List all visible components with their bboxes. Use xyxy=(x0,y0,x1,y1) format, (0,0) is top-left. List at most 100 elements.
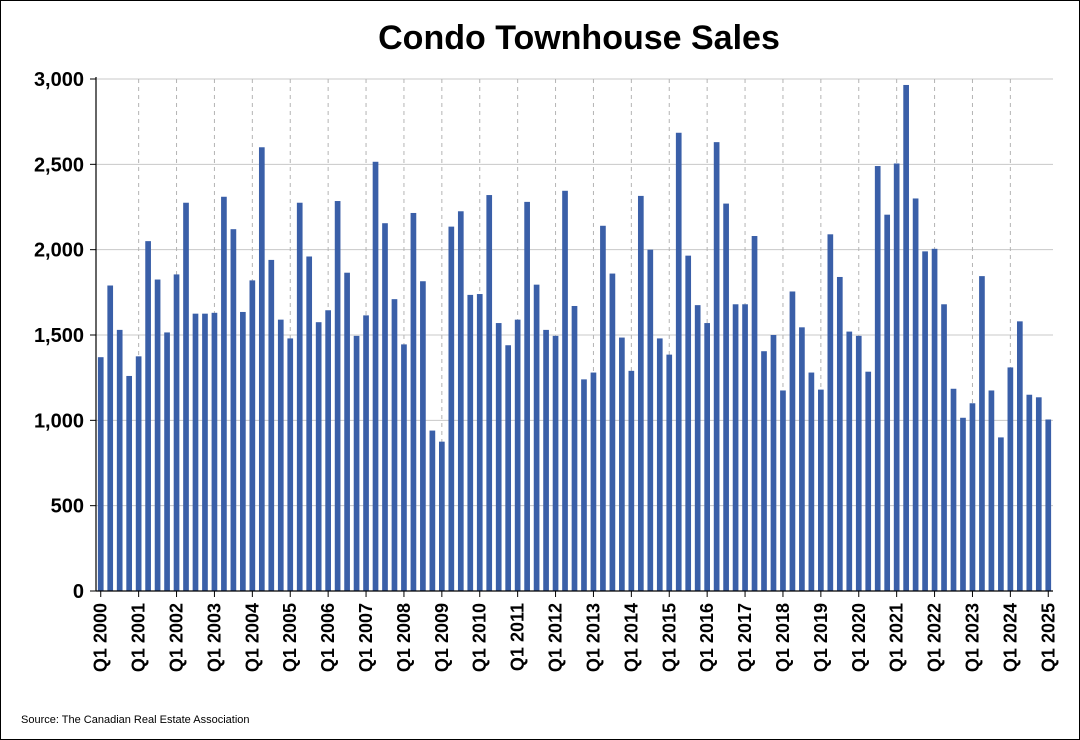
bar xyxy=(988,390,995,591)
bar xyxy=(277,319,284,591)
x-tick-label: Q1 2013 xyxy=(583,603,603,672)
y-tick-label: 1,000 xyxy=(34,410,84,432)
bar xyxy=(202,313,208,591)
source-note: Source: The Canadian Real Estate Associa… xyxy=(21,714,250,726)
bar xyxy=(467,294,474,591)
x-tick-label: Q1 2002 xyxy=(167,603,187,672)
bar xyxy=(609,273,616,591)
axis-layer: 0 500 1,000 1,500 2,000 2,500 3,000 Q1 2000 Q1 2… xyxy=(34,69,1058,672)
x-tick-label: Q1 2020 xyxy=(849,603,869,672)
x-tick-label: Q1 2007 xyxy=(356,603,376,672)
bar xyxy=(552,335,559,591)
bar xyxy=(998,437,1004,591)
bar xyxy=(382,223,388,592)
bar xyxy=(533,284,540,591)
bar xyxy=(524,201,530,591)
bar xyxy=(505,345,512,591)
bar xyxy=(514,319,521,591)
bar xyxy=(637,195,644,591)
y-tick-label: 3,000 xyxy=(34,69,84,91)
bar xyxy=(145,241,151,591)
x-tick-label: Q1 2006 xyxy=(318,603,338,672)
bar xyxy=(429,430,436,591)
bar xyxy=(865,371,872,591)
bar xyxy=(818,389,824,591)
bar xyxy=(116,329,123,591)
bar xyxy=(173,274,180,591)
bar xyxy=(761,351,767,591)
bar xyxy=(827,234,834,591)
x-tick-label: Q1 2025 xyxy=(1038,603,1058,672)
bar xyxy=(296,202,303,591)
bar xyxy=(723,203,729,591)
bar xyxy=(448,226,455,592)
x-tick-label: Q1 2021 xyxy=(887,603,907,672)
bar xyxy=(713,142,720,591)
bar xyxy=(344,272,350,591)
bar xyxy=(732,304,739,591)
x-tick-label: Q1 2008 xyxy=(394,603,414,672)
bar xyxy=(675,132,682,591)
x-tick-label: Q1 2010 xyxy=(470,603,490,672)
bar xyxy=(855,335,862,591)
x-tick-label: Q1 2004 xyxy=(242,603,262,672)
bar xyxy=(287,338,294,591)
bar xyxy=(647,249,654,591)
bar xyxy=(410,212,417,591)
bar xyxy=(751,236,758,591)
bar xyxy=(903,84,909,592)
y-tick-label: 2,000 xyxy=(34,240,84,262)
bar xyxy=(742,304,748,591)
bar xyxy=(960,417,966,591)
bar xyxy=(391,299,398,591)
bar xyxy=(666,354,673,591)
bar xyxy=(192,313,199,591)
bar xyxy=(543,329,549,591)
bar xyxy=(401,344,407,591)
x-tick-label: Q1 2016 xyxy=(697,603,717,672)
x-tick-label: Q1 2015 xyxy=(659,603,679,672)
bar xyxy=(836,276,843,591)
bar xyxy=(268,259,275,591)
x-tick-label: Q1 2023 xyxy=(962,603,982,672)
bar xyxy=(619,337,625,591)
bar xyxy=(439,441,445,591)
y-tick-label: 1,500 xyxy=(34,325,84,347)
bar xyxy=(126,375,133,591)
bar xyxy=(353,335,360,591)
bar xyxy=(922,251,928,591)
bar xyxy=(258,147,265,591)
bar xyxy=(372,161,379,592)
bar xyxy=(325,310,331,591)
bar xyxy=(164,332,170,591)
bar xyxy=(97,357,104,591)
bar xyxy=(874,166,881,592)
bar xyxy=(884,214,891,591)
bar xyxy=(950,388,957,591)
bar xyxy=(628,370,635,591)
bar xyxy=(420,281,426,591)
x-tick-label: Q1 2019 xyxy=(811,603,831,672)
x-tick-label: Q1 2024 xyxy=(1000,603,1020,672)
x-tick-label: Q1 2001 xyxy=(129,603,149,672)
bar xyxy=(969,403,976,591)
x-tick-label: Q1 2000 xyxy=(91,603,111,672)
bar xyxy=(590,372,597,591)
bar xyxy=(799,327,805,591)
x-tick-label: Q1 2005 xyxy=(280,603,300,672)
x-tick-label: Q1 2003 xyxy=(204,603,224,672)
bar xyxy=(476,294,483,591)
bar xyxy=(240,311,246,591)
x-tick-label: Q1 2012 xyxy=(546,603,566,672)
bar xyxy=(486,195,493,591)
bar xyxy=(107,285,114,591)
chart-title: Condo Townhouse Sales xyxy=(378,19,780,57)
bar xyxy=(893,163,900,592)
bar xyxy=(135,356,142,591)
bar xyxy=(941,304,947,591)
bar xyxy=(656,338,663,591)
bar xyxy=(770,335,777,591)
bar xyxy=(581,379,587,591)
x-tick-label: Q1 2014 xyxy=(621,603,641,672)
